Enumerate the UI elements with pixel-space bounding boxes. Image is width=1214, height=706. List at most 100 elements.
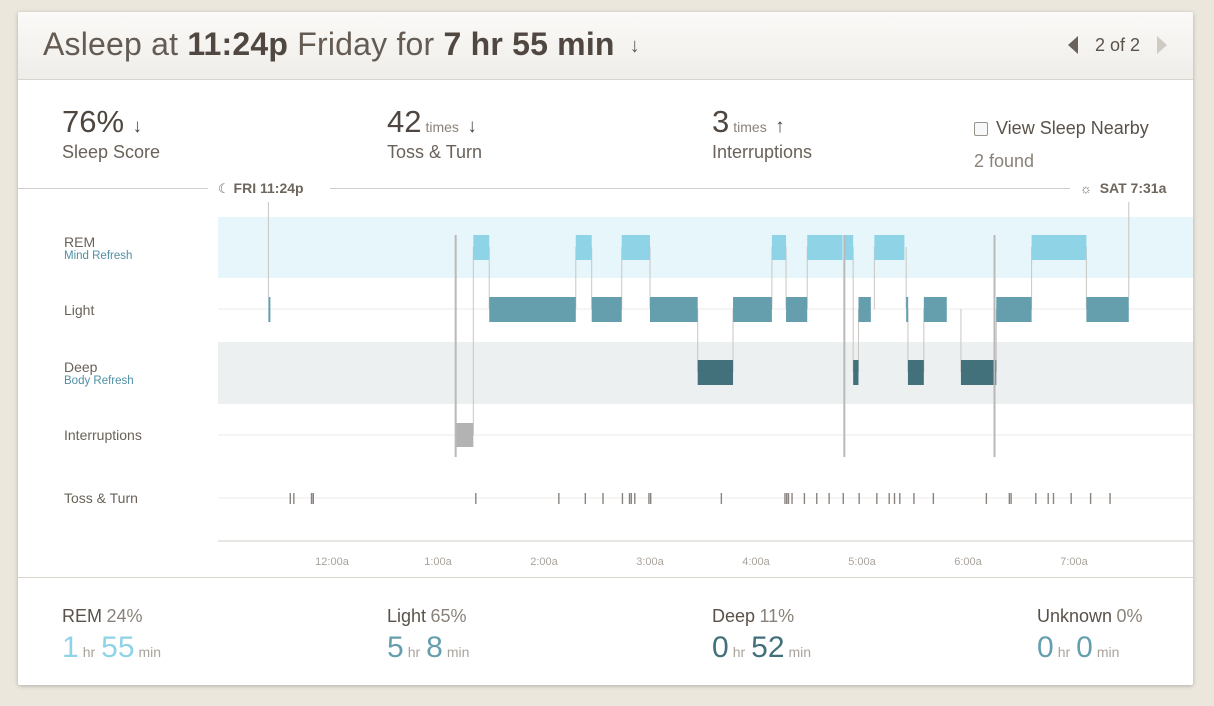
toss-tick (893, 493, 896, 504)
footer-unknown: Unknown 0% 0 hr 0 min (1037, 606, 1143, 665)
toss-tick (1010, 493, 1012, 504)
segment-light (650, 297, 698, 322)
toss-tick (312, 493, 314, 504)
footer-unknown-min-unit: min (1096, 644, 1120, 660)
interruptions-unit: times (733, 119, 767, 135)
chevron-left-icon[interactable] (1067, 36, 1078, 55)
rem-band (218, 217, 1193, 278)
footer-light-hr-unit: hr (407, 644, 421, 660)
toss-turn-label: Toss & Turn (387, 142, 483, 162)
stage-segments (268, 235, 1129, 457)
timeline-end-label: SAT 7:31a (1099, 180, 1167, 196)
toss-tick (630, 493, 632, 504)
toss-tick (1008, 493, 1011, 504)
interruptions-row-label: Interruptions (64, 427, 142, 443)
toss-tick (858, 493, 860, 504)
toss-row-label: Toss & Turn (64, 490, 138, 506)
footer-deep-min-unit: min (788, 644, 812, 660)
footer-light-hours: 5 (387, 631, 404, 664)
toss-turn-stat: 42 times ↓ Toss & Turn (387, 104, 482, 163)
footer-rem-name: REM (62, 606, 102, 626)
sun-icon: ☼ (1080, 181, 1092, 196)
toss-tick (558, 493, 560, 504)
segment-rem (874, 235, 905, 260)
view-nearby-checkbox[interactable] (974, 122, 988, 137)
sleep-stage-chart: 12:00a 1:00a 2:00a 3:00a 4:00a 5:00a 6:00a 7:00… (218, 202, 1193, 568)
arrow-up-icon: ↑ (775, 116, 785, 137)
toss-tick (1089, 493, 1092, 504)
toss-turn-unit: times (425, 119, 459, 135)
segment-deep (697, 360, 734, 385)
toss-tick (876, 493, 878, 504)
row-label-toss: Toss & Turn (64, 490, 138, 506)
view-nearby-toggle[interactable]: View Sleep Nearby (974, 118, 1149, 139)
footer-rem-hours: 1 (62, 631, 79, 664)
x-tick-label: 1:00a (424, 556, 452, 568)
arrow-down-icon: ↓ (467, 116, 477, 137)
toss-tick (787, 493, 790, 504)
footer-rem-minutes: 55 (101, 631, 135, 664)
title-time: 11:24p (187, 26, 289, 62)
footer-unknown-hr-unit: hr (1057, 644, 1071, 660)
toss-tick (602, 493, 604, 504)
interruptions-label: Interruptions (712, 142, 813, 162)
timeline-start-label: FRI 11:24p (233, 180, 304, 196)
toss-tick (584, 493, 587, 504)
footer-light: Light 65% 5 hr 8 min (387, 606, 475, 665)
segment-light (733, 297, 772, 322)
footer-unknown-pct: 0% (1116, 606, 1143, 626)
x-tick-label: 5:00a (848, 556, 876, 568)
title-for: for (396, 26, 435, 62)
footer-light-minutes: 8 (426, 631, 443, 664)
footer-summary: REM 24% 1 hr 55 min Light 65% 5 hr 8 min Deep … (18, 577, 1193, 685)
x-tick-label: 6:00a (954, 556, 982, 568)
footer-light-min-unit: min (446, 644, 470, 660)
segment-light (996, 297, 1032, 322)
segment-rem (1031, 235, 1087, 260)
toss-tick (842, 493, 844, 504)
segment-light (906, 297, 909, 322)
toss-tick (621, 493, 624, 504)
sleep-score-value: 76% (62, 104, 125, 139)
view-nearby-label: View Sleep Nearby (996, 118, 1149, 138)
row-label-rem: REM Mind Refresh (64, 234, 132, 262)
toss-tick (720, 493, 723, 504)
interruptions-value: 3 (712, 104, 730, 139)
x-tick-label: 12:00a (315, 556, 350, 568)
title-duration: 7 hr 55 min (443, 26, 615, 62)
row-label-deep: Deep Body Refresh (64, 359, 134, 387)
footer-light-pct: 65% (430, 606, 467, 626)
footer-unknown-name: Unknown (1037, 606, 1113, 626)
toss-tick (791, 493, 793, 504)
segment-deep (907, 360, 924, 385)
toss-tick (899, 493, 901, 504)
toss-tick (888, 493, 890, 504)
footer-deep: Deep 11% 0 hr 52 min (712, 606, 817, 665)
segment-deep (960, 360, 997, 385)
rem-label: REM (64, 234, 96, 250)
title-prefix: Asleep at (43, 26, 179, 62)
x-tick-label: 2:00a (530, 556, 558, 568)
toss-tick (475, 493, 477, 504)
row-label-interruptions: Interruptions (64, 427, 142, 443)
sleep-score-stat: 76% ↓ Sleep Score (62, 104, 160, 163)
footer-unknown-minutes: 0 (1076, 631, 1093, 664)
arrow-down-icon: ↓ (132, 116, 143, 137)
footer-rem-min-unit: min (138, 644, 162, 660)
segment-light (786, 297, 808, 322)
header-bar: Asleep at 11:24p Friday for 7 hr 55 min … (18, 12, 1193, 80)
chevron-right-icon[interactable] (1157, 36, 1167, 55)
footer-deep-hours: 0 (712, 631, 729, 664)
view-sleep-nearby: View Sleep Nearby 2 found (974, 118, 1149, 172)
x-tick-label: 3:00a (636, 556, 664, 568)
segment-rem (621, 235, 650, 260)
light-label: Light (64, 302, 95, 318)
arrow-down-icon: ↓ (629, 35, 640, 58)
toss-tick (1052, 493, 1055, 504)
toss-tick (650, 493, 652, 504)
sleep-card: Asleep at 11:24p Friday for 7 hr 55 min … (18, 12, 1193, 685)
interruptions-stat: 3 times ↑ Interruptions (712, 104, 812, 163)
timeline-start: ☾ FRI 11:24p (218, 180, 304, 197)
toss-tick (1070, 493, 1072, 504)
toss-turn-ticks (289, 493, 1111, 504)
